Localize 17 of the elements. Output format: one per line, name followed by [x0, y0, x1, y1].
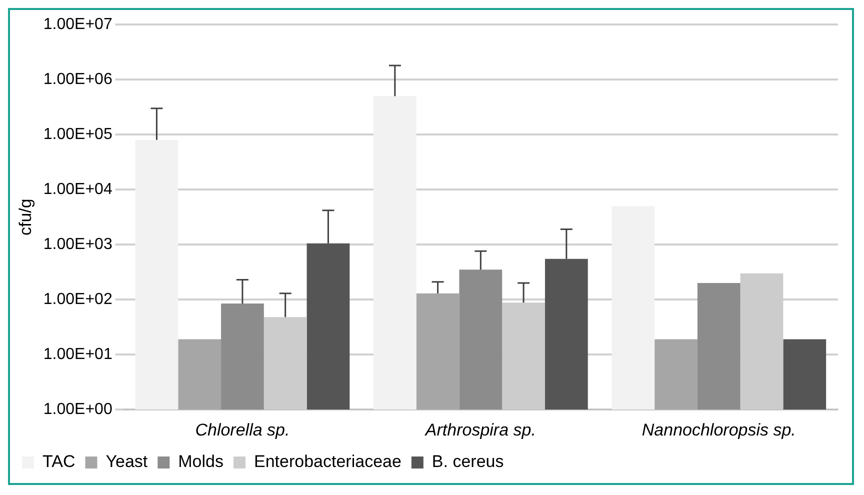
y-tick-label: 1.00E+00 [43, 401, 112, 418]
y-tick-label: 1.00E+06 [43, 71, 112, 88]
legend-label: Molds [178, 452, 224, 472]
y-tick-label: 1.00E+03 [43, 236, 112, 254]
y-tick-label: 1.00E+01 [43, 346, 112, 364]
legend-label: Enterobacteriaceae [254, 452, 402, 472]
y-tick-label: 1.00E+02 [43, 291, 112, 308]
x-tick-label: Nannochloropsis sp. [642, 420, 796, 440]
y-tick-label: 1.00E+04 [43, 181, 112, 198]
legend-label: B. cereus [432, 452, 504, 472]
x-tick-label: Arthrospira sp. [424, 420, 536, 440]
x-tick-label: Chlorella sp. [195, 420, 290, 440]
y-axis-title: cfu/g [16, 198, 35, 236]
legend-label: Yeast [106, 452, 148, 472]
y-tick-label: 1.00E+05 [43, 126, 112, 144]
legend-label: TAC [42, 452, 76, 472]
y-tick-label: 1.00E+07 [43, 16, 112, 34]
